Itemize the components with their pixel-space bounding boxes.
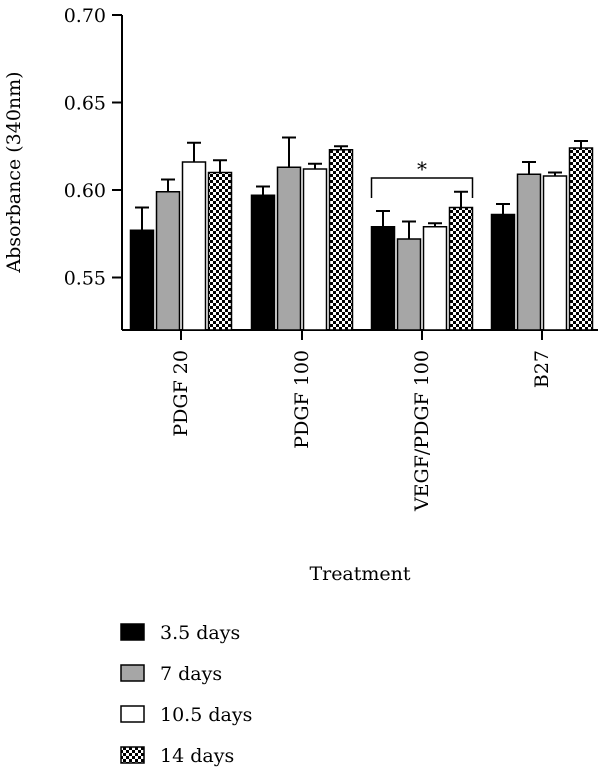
legend-swatch (120, 664, 145, 682)
legend-label: 14 days (160, 745, 234, 767)
y-tick-label: 0.60 (64, 180, 106, 202)
x-tick-label: PDGF 20 (170, 350, 192, 437)
bar (302, 168, 328, 331)
bar (490, 213, 516, 331)
legend-item: 7 days (120, 663, 222, 685)
legend: 3.5 days 7 days 10.5 days 14 days (120, 622, 252, 767)
bars (129, 136, 594, 331)
y-tick-label: 0.65 (64, 93, 106, 115)
bar (129, 229, 155, 331)
legend-item: 14 days (120, 745, 234, 767)
annotations: * (370, 157, 474, 198)
x-axis: PDGF 20 PDGF 100 VEGF/PDGF 100 B27 (122, 329, 598, 512)
bar (422, 226, 448, 331)
legend-label: 10.5 days (160, 704, 252, 726)
bar (568, 147, 594, 331)
bar (276, 166, 302, 331)
bar (155, 191, 181, 331)
bar (181, 161, 207, 331)
y-tick-label: 0.70 (64, 5, 106, 27)
x-tick-label: VEGF/PDGF 100 (411, 350, 433, 512)
x-tick-label: PDGF 100 (291, 350, 313, 449)
legend-swatch (120, 623, 145, 641)
bar (207, 171, 233, 331)
y-axis-label: Absorbance (340nm) (3, 71, 25, 273)
legend-label: 7 days (160, 663, 222, 685)
bar (516, 173, 542, 331)
bar (250, 194, 276, 331)
legend-swatch (120, 705, 145, 723)
significance-bracket (370, 177, 474, 198)
significance-marker: * (417, 157, 427, 181)
bar (542, 175, 568, 331)
x-tick-label: B27 (531, 350, 553, 388)
bar (370, 226, 396, 331)
bar (328, 149, 354, 331)
legend-swatch (120, 746, 145, 764)
y-tick-label: 0.55 (64, 268, 106, 290)
y-axis: 0.55 0.60 0.65 0.70 (64, 5, 123, 330)
bar (448, 206, 474, 331)
legend-item: 10.5 days (120, 704, 252, 726)
x-axis-label: Treatment (309, 563, 410, 585)
bar (396, 238, 422, 331)
legend-item: 3.5 days (120, 622, 240, 644)
legend-label: 3.5 days (160, 622, 240, 644)
